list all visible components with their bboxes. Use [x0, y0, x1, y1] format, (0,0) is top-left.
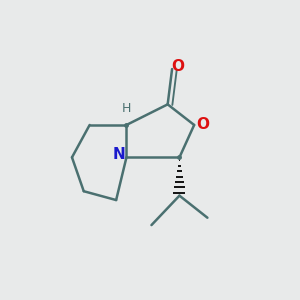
Text: N: N: [113, 147, 125, 162]
Text: O: O: [172, 58, 184, 74]
Text: O: O: [196, 118, 209, 133]
Text: H: H: [122, 102, 131, 115]
